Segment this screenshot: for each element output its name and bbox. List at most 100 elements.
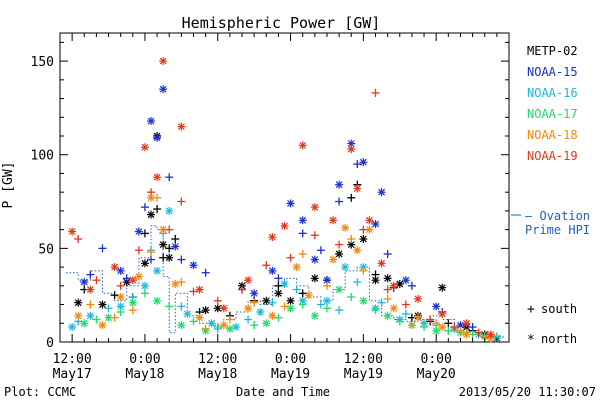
noaa-17-north-point xyxy=(432,326,441,335)
x-tick-date: May19 xyxy=(271,367,310,382)
noaa-15-south-point xyxy=(122,274,131,283)
noaa-19-south-point xyxy=(116,281,125,290)
noaa-16-north-point xyxy=(86,311,95,320)
noaa-16-south-point xyxy=(177,302,186,311)
legend-noaa-18: NOAA-18 xyxy=(527,128,578,142)
noaa-15-south-point xyxy=(98,244,107,253)
noaa-19-north-point xyxy=(413,294,422,303)
x-tick-date: May17 xyxy=(53,367,92,382)
noaa-19-south-point xyxy=(189,287,198,296)
noaa-16-north-point xyxy=(341,263,350,272)
noaa-18-south-point xyxy=(86,300,95,309)
noaa-15-south-point xyxy=(383,249,392,258)
noaa-18-south-point xyxy=(225,315,234,324)
noaa-19-north-point xyxy=(219,304,228,313)
metp-02-north-point xyxy=(359,235,368,243)
noaa-15-north-point xyxy=(250,289,259,298)
noaa-19-south-point xyxy=(92,276,101,285)
metp-02-south-point xyxy=(110,291,119,300)
legend: METP-02 NOAA-15 NOAA-16 NOAA-17 NOAA-18 NOAA-… xyxy=(527,44,578,163)
noaa-19-south-point xyxy=(238,285,247,294)
noaa-19-north-point xyxy=(365,216,374,225)
noaa-15-north-point xyxy=(147,117,156,126)
noaa-18-north-point xyxy=(438,323,447,332)
noaa-19-north-point xyxy=(298,141,307,150)
noaa-19-north-point xyxy=(268,233,277,242)
chart-title: Hemispheric Power [GW] xyxy=(182,14,381,32)
noaa-18-north-point xyxy=(98,321,107,330)
noaa-16-south-point xyxy=(292,285,301,294)
noaa-15-north-point xyxy=(371,220,380,229)
noaa-15-south-point xyxy=(353,160,362,169)
metp-02-north-point xyxy=(395,279,404,288)
noaa-18-south-point xyxy=(201,324,210,333)
y-axis-label: P [GW] xyxy=(1,162,16,209)
noaa-19-south-point xyxy=(310,231,319,240)
ovation-legend: — Ovation Prime HPI xyxy=(511,209,590,237)
metp-02-south-point xyxy=(347,193,356,202)
metp-02-north-point xyxy=(147,210,156,219)
metp-02-north-point xyxy=(438,283,447,292)
metp-02-north-point xyxy=(159,240,168,249)
noaa-19-south-point xyxy=(450,323,459,332)
noaa-19-north-point xyxy=(280,221,289,230)
noaa-16-north-point xyxy=(165,206,174,215)
noaa-17-south-point xyxy=(347,293,356,302)
noaa-15-south-point xyxy=(407,281,416,290)
x-tick-date: May20 xyxy=(417,367,456,382)
noaa-16-south-point xyxy=(268,298,277,307)
noaa-18-north-point xyxy=(292,263,301,272)
x-axis-label: Date and Time xyxy=(236,385,330,399)
noaa-18-north-point xyxy=(219,321,228,330)
noaa-19-north-point xyxy=(153,173,162,182)
noaa-17-north-point xyxy=(310,311,319,320)
noaa-16-north-point xyxy=(183,309,192,318)
y-tick-label: 150 xyxy=(31,55,54,70)
north-symbol: * xyxy=(527,333,535,348)
x-tick-date: May18 xyxy=(125,367,164,382)
y-tick-label: 100 xyxy=(31,149,54,164)
noaa-15-south-point xyxy=(298,229,307,238)
x-tick-time: 12:00 xyxy=(53,352,92,367)
noaa-19-south-point xyxy=(262,261,271,270)
noaa-15-north-point xyxy=(335,180,344,189)
noaa-18-south-point xyxy=(383,294,392,303)
metp-02-north-point xyxy=(347,240,356,249)
noaa-17-south-point xyxy=(274,313,283,322)
noaa-16-south-point xyxy=(353,278,362,287)
noaa-15-south-point xyxy=(274,274,283,283)
noaa-17-south-point xyxy=(213,323,222,332)
noaa-18-north-point xyxy=(329,255,338,264)
metp-02-north-point xyxy=(140,259,149,268)
noaa-15-south-point xyxy=(86,270,95,279)
noaa-19-south-point xyxy=(134,246,143,255)
noaa-17-north-point xyxy=(177,321,186,330)
noaa-18-south-point xyxy=(177,278,186,287)
plot-frame xyxy=(59,32,510,343)
noaa-19-south-point xyxy=(74,235,83,243)
noaa-18-south-point xyxy=(359,266,368,275)
noaa-18-south-point xyxy=(147,248,156,257)
x-tick-date: May18 xyxy=(198,367,237,382)
footer-plot-credit: Plot: CCMC xyxy=(4,385,76,399)
noaa-19-north-point xyxy=(177,122,186,131)
metp-02-north-point xyxy=(165,253,174,262)
noaa-15-north-point xyxy=(286,199,295,208)
noaa-19-south-point xyxy=(426,315,435,324)
y-axis: 0 50 100 150 xyxy=(31,41,509,351)
noaa-19-north-point xyxy=(462,319,471,328)
noaa-17-north-point xyxy=(128,298,137,307)
noaa-18-south-point xyxy=(456,326,465,335)
data-points xyxy=(68,57,501,343)
noaa-18-north-point xyxy=(74,311,83,320)
noaa-19-north-point xyxy=(486,330,495,339)
north-label: north xyxy=(541,332,577,346)
noaa-15-north-point xyxy=(310,255,319,264)
noaa-19-south-point xyxy=(213,296,222,305)
noaa-19-south-point xyxy=(383,285,392,294)
noaa-16-north-point xyxy=(116,302,125,311)
noaa-15-north-point xyxy=(268,266,277,275)
noaa-18-south-point xyxy=(128,306,137,315)
noaa-15-north-point xyxy=(116,266,125,275)
